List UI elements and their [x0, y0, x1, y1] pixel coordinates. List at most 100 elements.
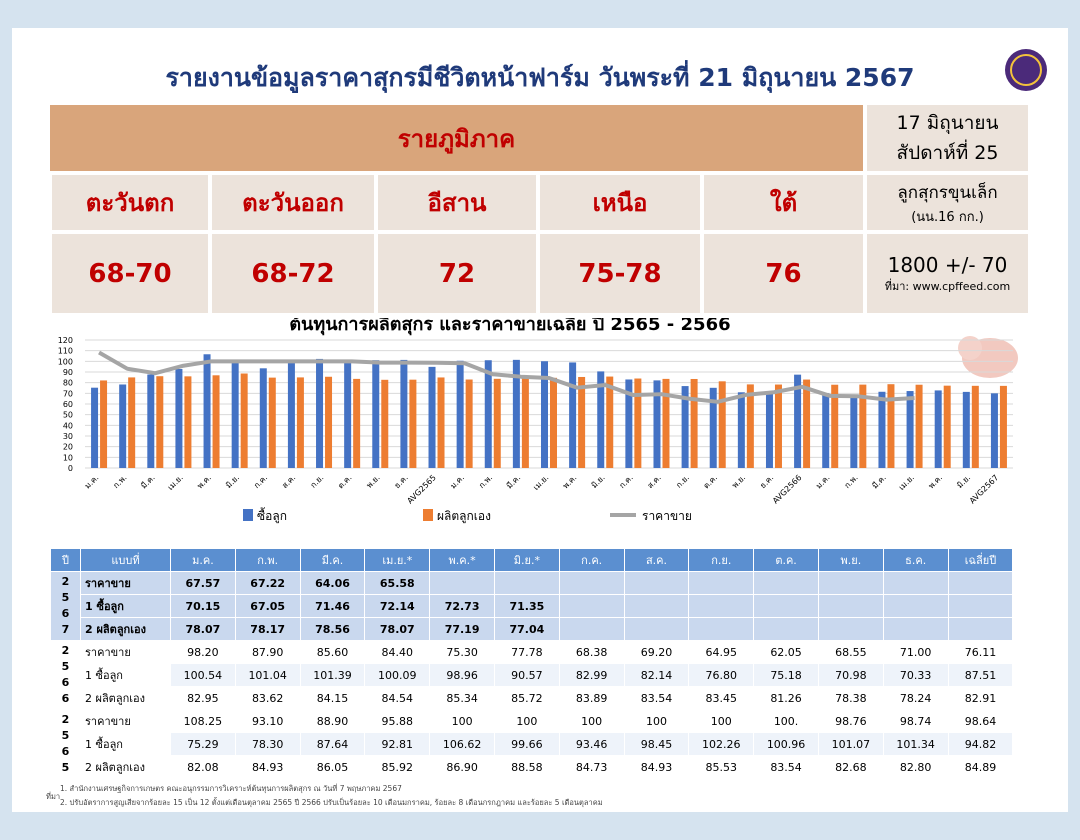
title: รายงานข้อมูลราคาสุกรมีชีวิตหน้าฟาร์ม วัน…	[165, 63, 915, 92]
table-cell	[882, 594, 949, 618]
bar	[934, 390, 942, 468]
bar	[681, 386, 689, 468]
table-cell: 84.40	[364, 640, 431, 664]
table-cell: 101.07	[817, 732, 884, 756]
header-cell: เม.ย.*	[364, 548, 431, 572]
y-tick-label: 80	[63, 379, 73, 388]
y-tick-label: 90	[63, 368, 73, 377]
region-name: เหนือ	[538, 173, 702, 232]
table-cell: 82.14	[623, 663, 690, 687]
table-cell: 100	[493, 709, 560, 733]
row-label: 2 ผลิตลูกเอง	[80, 755, 171, 779]
table-cell: 98.96	[429, 663, 495, 687]
y-tick-label: 50	[63, 411, 73, 420]
legend-label: ราคาขาย	[642, 509, 692, 523]
table-cell	[947, 571, 1014, 595]
bar	[887, 384, 895, 468]
table-cell: 99.66	[493, 732, 560, 756]
table-cell	[429, 571, 495, 595]
table-cell: 67.05	[234, 594, 301, 618]
bar	[456, 360, 464, 468]
bar	[794, 374, 802, 468]
header-cell: ปี	[50, 548, 81, 572]
header-cell: มี.ค.	[299, 548, 366, 572]
table-cell: 84.15	[299, 686, 366, 710]
table-cell: 83.54	[623, 686, 690, 710]
table-cell: 83.62	[234, 686, 301, 710]
table-cell: 82.08	[170, 755, 236, 779]
year: 2567	[61, 575, 70, 636]
x-tick-label: มี.ค.	[870, 473, 887, 490]
table-cell: 87.51	[947, 663, 1014, 687]
table-cell: 108.25	[170, 709, 236, 733]
table-cell: 98.45	[623, 732, 690, 756]
header-cell: ม.ค.	[170, 548, 236, 572]
x-tick-label: พ.ค.	[561, 473, 578, 490]
table-row: 2 ผลิตลูกเอง 82.08 84.93 86.05 85.92 86.90 88.…	[51, 755, 1014, 779]
table-cell: 77.04	[493, 617, 560, 641]
table-cell: 92.81	[364, 732, 431, 756]
x-tick-label: เม.ย.	[897, 473, 916, 492]
table-cell: 100	[688, 709, 755, 733]
bar	[569, 362, 577, 468]
table-cell: 78.38	[817, 686, 884, 710]
table-cell: 87.90	[234, 640, 301, 664]
table-cell: 86.05	[299, 755, 366, 779]
table-cell: 62.05	[753, 640, 819, 664]
bar	[690, 378, 698, 468]
bar	[344, 360, 352, 468]
x-tick-label: เม.ย.	[166, 473, 185, 492]
bar	[859, 384, 867, 468]
table-cell: 70.15	[170, 594, 236, 618]
header-cell: พ.ย.	[817, 548, 884, 572]
region-name: ตะวันออก	[210, 173, 376, 232]
table-cell: 95.88	[364, 709, 431, 733]
row-label: ราคาขาย	[80, 709, 171, 733]
logo	[1005, 49, 1047, 91]
x-tick-label: ธ.ค.	[758, 473, 775, 490]
table-cell: 102.26	[688, 732, 755, 756]
year-cell: 2566	[50, 640, 81, 710]
table-cell: 77.19	[429, 617, 495, 641]
table-cell	[817, 571, 884, 595]
bar	[212, 375, 220, 468]
table-cell	[882, 571, 949, 595]
bar	[316, 358, 324, 468]
table-cell	[623, 594, 690, 618]
x-tick-label: ม.ค.	[83, 473, 100, 490]
piglet-price-box: 1800 +/- 70 ที่มา: www.cpffeed.com	[865, 232, 1030, 315]
piglet-weight: (นน.16 กก.)	[911, 209, 984, 225]
bar	[240, 373, 248, 468]
y-tick-label: 10	[63, 453, 73, 462]
bar	[296, 377, 304, 468]
x-tick-label: AVG2567	[968, 473, 1001, 506]
table-cell: 85.60	[299, 640, 366, 664]
date: 17 มิถุนายน	[896, 112, 999, 134]
y-tick-label: 60	[63, 400, 73, 409]
header-cell: เฉลี่ยปี	[947, 548, 1014, 572]
table-cell: 69.20	[623, 640, 690, 664]
x-tick-label: ม.ค.	[449, 473, 466, 490]
bar	[878, 391, 886, 468]
header-cell: พ.ค.*	[429, 548, 495, 572]
chart-title: ต้นทุนการผลิตสุกร และราคาขายเฉลี่ย ปี 25…	[289, 318, 730, 336]
y-tick-label: 100	[58, 357, 73, 366]
x-tick-label: ต.ค.	[336, 473, 353, 490]
bar	[268, 377, 276, 468]
table-cell: 87.64	[299, 732, 366, 756]
table-cell	[882, 617, 949, 641]
row-label: 2 ผลิตลูกเอง	[80, 686, 171, 710]
bar	[831, 384, 839, 468]
bar	[541, 361, 548, 468]
bar	[484, 360, 492, 468]
table-cell	[623, 617, 690, 641]
table-cell: 82.95	[170, 686, 236, 710]
table-cell: 100	[429, 709, 495, 733]
year: 2565	[61, 713, 70, 774]
bar	[353, 378, 361, 468]
table-cell: 82.80	[882, 755, 949, 779]
region-price: 75-78	[538, 232, 702, 315]
table-cell	[753, 617, 819, 641]
table-cell: 78.07	[364, 617, 431, 641]
x-tick-label: ก.พ.	[843, 473, 860, 490]
